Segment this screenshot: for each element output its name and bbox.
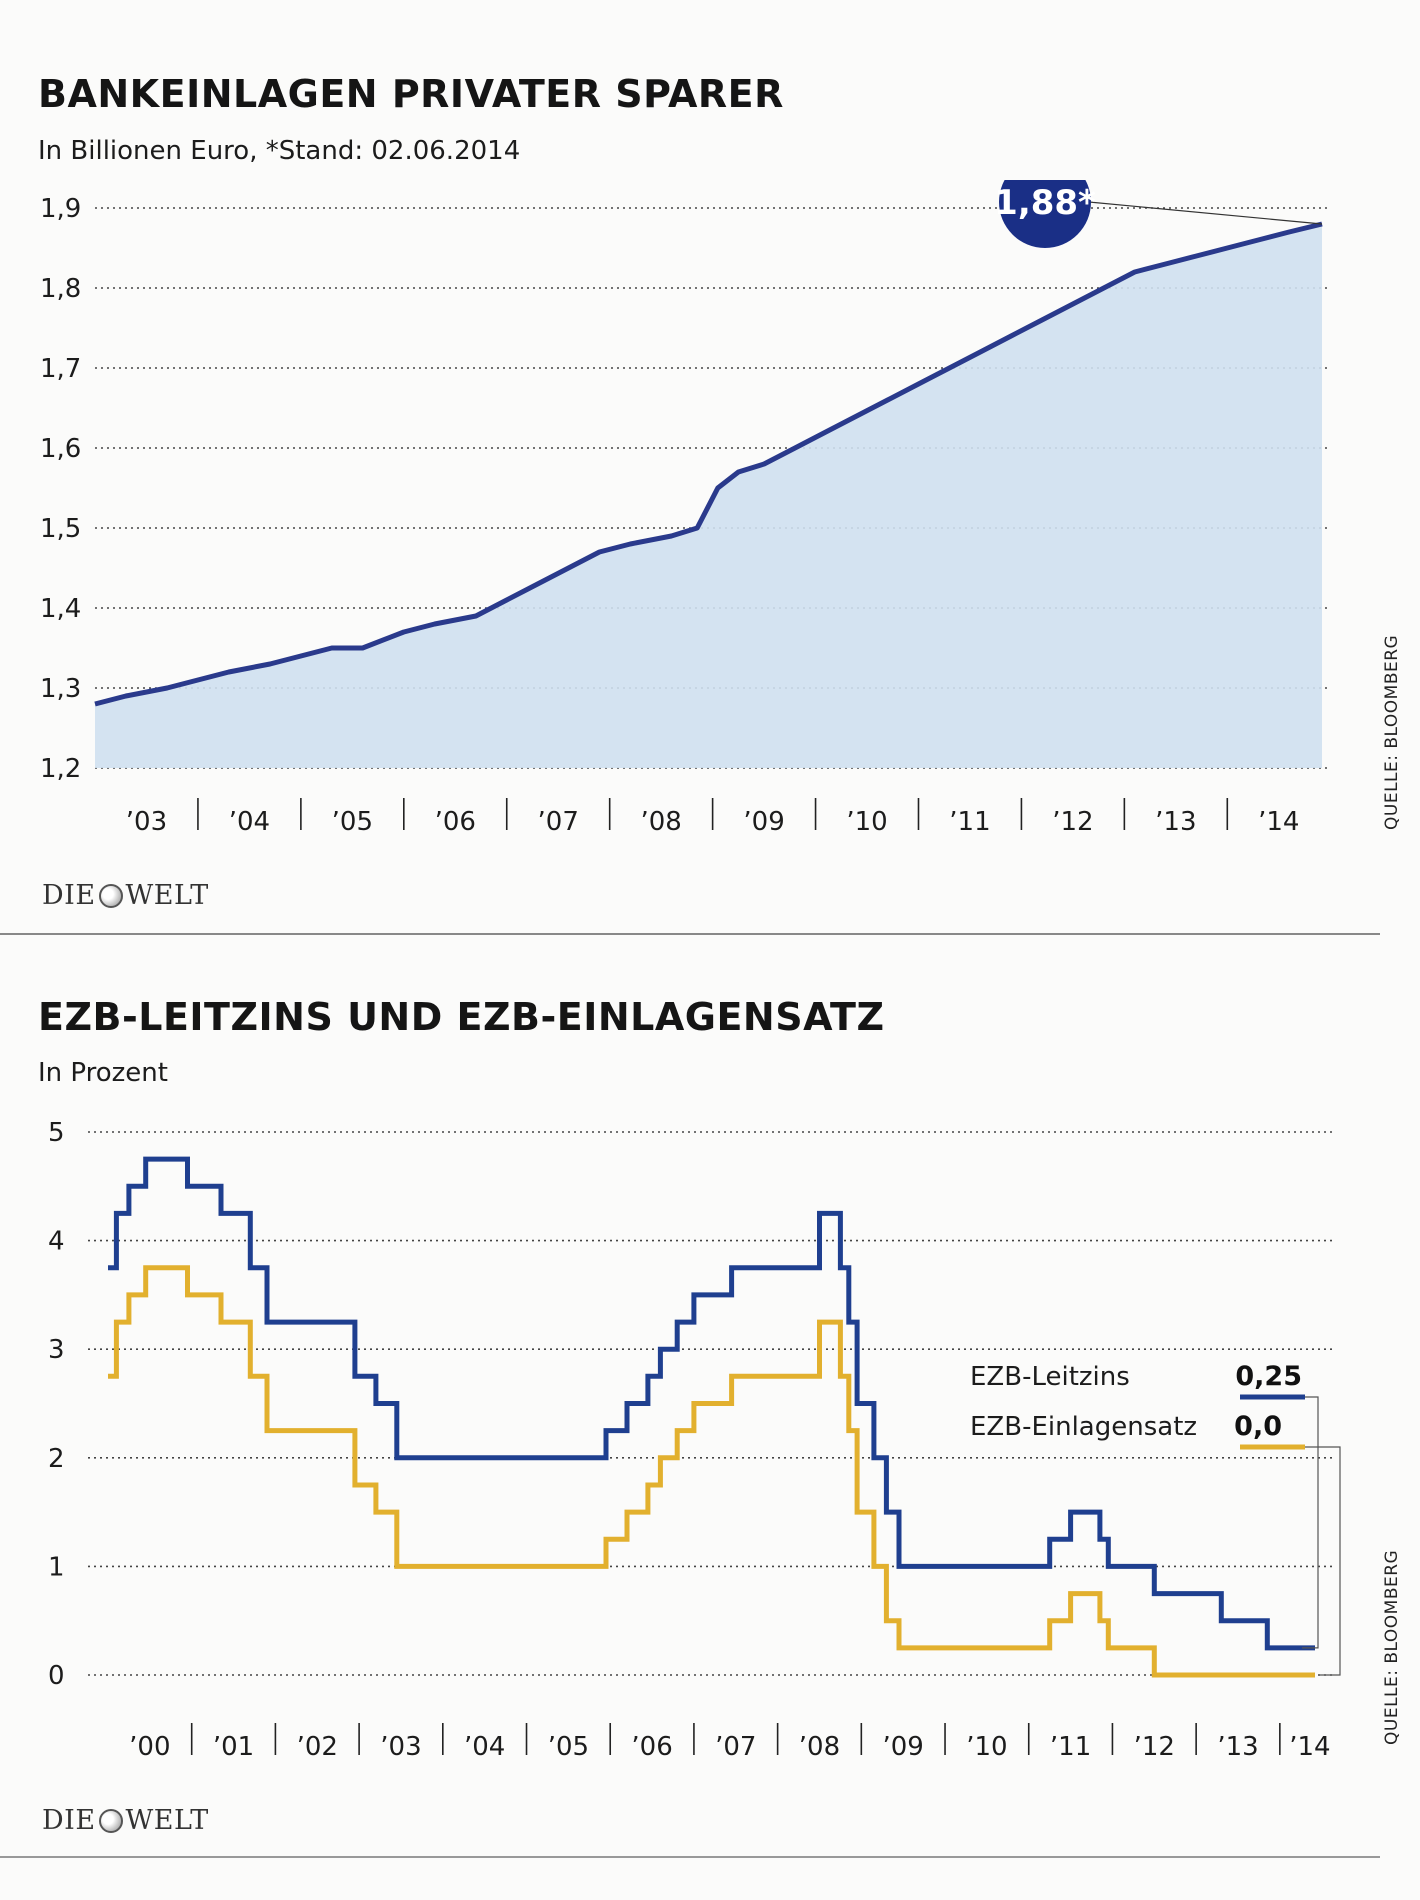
chart1-title: BANKEINLAGEN PRIVATER SPARER xyxy=(38,72,784,116)
x-tick-label: ’13 xyxy=(1155,807,1196,837)
die-welt-logo: DIE WELT xyxy=(42,880,209,911)
x-tick-label: ’14 xyxy=(1289,1732,1330,1762)
y-tick-label: 1,8 xyxy=(40,274,81,304)
x-tick-label: ’06 xyxy=(631,1732,672,1762)
globe-icon xyxy=(98,1808,123,1833)
y-tick-label: 1,6 xyxy=(40,434,81,464)
y-tick-label: 1,3 xyxy=(40,674,81,704)
x-tick-label: ’06 xyxy=(435,807,476,837)
legend-bracket-main-rate xyxy=(1302,1396,1319,1649)
ecb-rates-chart: EZB-Leitzins 0,25 EZB-Einlagensatz 0,0 5… xyxy=(48,1118,1341,1762)
x-tick-label: ’12 xyxy=(1134,1732,1175,1762)
chart1-subtitle: In Billionen Euro, *Stand: 02.06.2014 xyxy=(38,136,521,166)
deposit-rate-line xyxy=(108,1265,1315,1678)
x-tick-label: ’05 xyxy=(332,807,373,837)
legend-value-deposit-rate: 0,0 xyxy=(1234,1411,1282,1442)
section-divider xyxy=(0,933,1380,935)
legend: EZB-Leitzins 0,25 EZB-Einlagensatz 0,0 xyxy=(970,1361,1341,1676)
x-tick-label: ’08 xyxy=(640,807,681,837)
die-welt-logo: DIE WELT xyxy=(42,1805,209,1836)
legend-label-main-rate: EZB-Leitzins xyxy=(970,1362,1130,1392)
x-tick-label: ’04 xyxy=(229,807,270,837)
x-tick-label: ’10 xyxy=(846,807,887,837)
deposits-line xyxy=(94,221,1323,707)
legend-bracket-deposit-rate xyxy=(1305,1446,1341,1676)
y-tick-label: 1,7 xyxy=(40,354,81,384)
x-tick-label: ’10 xyxy=(966,1732,1007,1762)
x-tick-label: ’00 xyxy=(129,1732,170,1762)
y-tick-label: 1,4 xyxy=(40,594,81,624)
x-tick-label: ’07 xyxy=(538,807,579,837)
annotation-leader xyxy=(1088,201,1323,225)
deposits-chart: 1,88* 1,9 1,8 1,7 1,6 1,5 1,4 1,3 1,2 ’03 ’04 ’05… xyxy=(40,180,1330,837)
bottom-rule xyxy=(0,1856,1380,1858)
x-tick-label: ’11 xyxy=(949,807,990,837)
chart2-subtitle: In Prozent xyxy=(38,1058,168,1088)
x-tick-label: ’14 xyxy=(1258,807,1299,837)
x-tick-label: ’13 xyxy=(1217,1732,1258,1762)
x-tick-label: ’08 xyxy=(799,1732,840,1762)
y-tick-label: 1 xyxy=(48,1552,65,1582)
x-tick-label: ’01 xyxy=(213,1732,254,1762)
x-axis-ticks: ’03 ’04 ’05 ’06 ’07 ’08 ’09 ’10 ’11 ’12 ’13 ’14 xyxy=(126,798,1299,837)
globe-icon xyxy=(98,883,123,908)
y-tick-label: 2 xyxy=(48,1444,65,1474)
legend-label-deposit-rate: EZB-Einlagensatz xyxy=(970,1412,1197,1442)
x-tick-label: ’03 xyxy=(380,1732,421,1762)
x-axis-ticks: ’00 ’01 ’02 ’03 ’04 ’05 ’06 ’07 ’08 ’09 ’10 ’11 ’12 ’… xyxy=(129,1723,1331,1762)
x-tick-label: ’12 xyxy=(1052,807,1093,837)
x-tick-label: ’09 xyxy=(743,807,784,837)
y-tick-label: 1,5 xyxy=(40,514,81,544)
x-tick-label: ’04 xyxy=(464,1732,505,1762)
x-tick-label: ’09 xyxy=(883,1732,924,1762)
annotation-circle xyxy=(999,180,1091,248)
chart1-source: QUELLE: BLOOMBERG xyxy=(1382,634,1402,830)
chart2-title: EZB-LEITZINS UND EZB-EINLAGENSATZ xyxy=(38,995,885,1039)
x-tick-label: ’05 xyxy=(548,1732,589,1762)
y-tick-label: 3 xyxy=(48,1335,65,1365)
deposits-area xyxy=(95,224,1322,768)
annotation-badge: 1,88* xyxy=(994,180,1096,248)
x-tick-label: ’02 xyxy=(297,1732,338,1762)
annotation-value: 1,88* xyxy=(994,183,1096,223)
y-axis-ticks: 1,9 1,8 1,7 1,6 1,5 1,4 1,3 1,2 xyxy=(40,194,81,784)
y-axis-ticks: 5 4 3 2 1 0 xyxy=(48,1118,65,1691)
y-tick-label: 0 xyxy=(48,1661,65,1691)
y-tick-label: 1,9 xyxy=(40,194,81,224)
x-tick-label: ’03 xyxy=(126,807,167,837)
y-tick-label: 4 xyxy=(48,1227,65,1257)
main-rate-line xyxy=(108,1156,1315,1651)
x-tick-label: ’11 xyxy=(1050,1732,1091,1762)
chart2-source: QUELLE: BLOOMBERG xyxy=(1382,1549,1402,1745)
legend-value-main-rate: 0,25 xyxy=(1235,1361,1302,1392)
x-tick-label: ’07 xyxy=(715,1732,756,1762)
y-tick-label: 1,2 xyxy=(40,754,81,784)
y-tick-label: 5 xyxy=(48,1118,65,1148)
